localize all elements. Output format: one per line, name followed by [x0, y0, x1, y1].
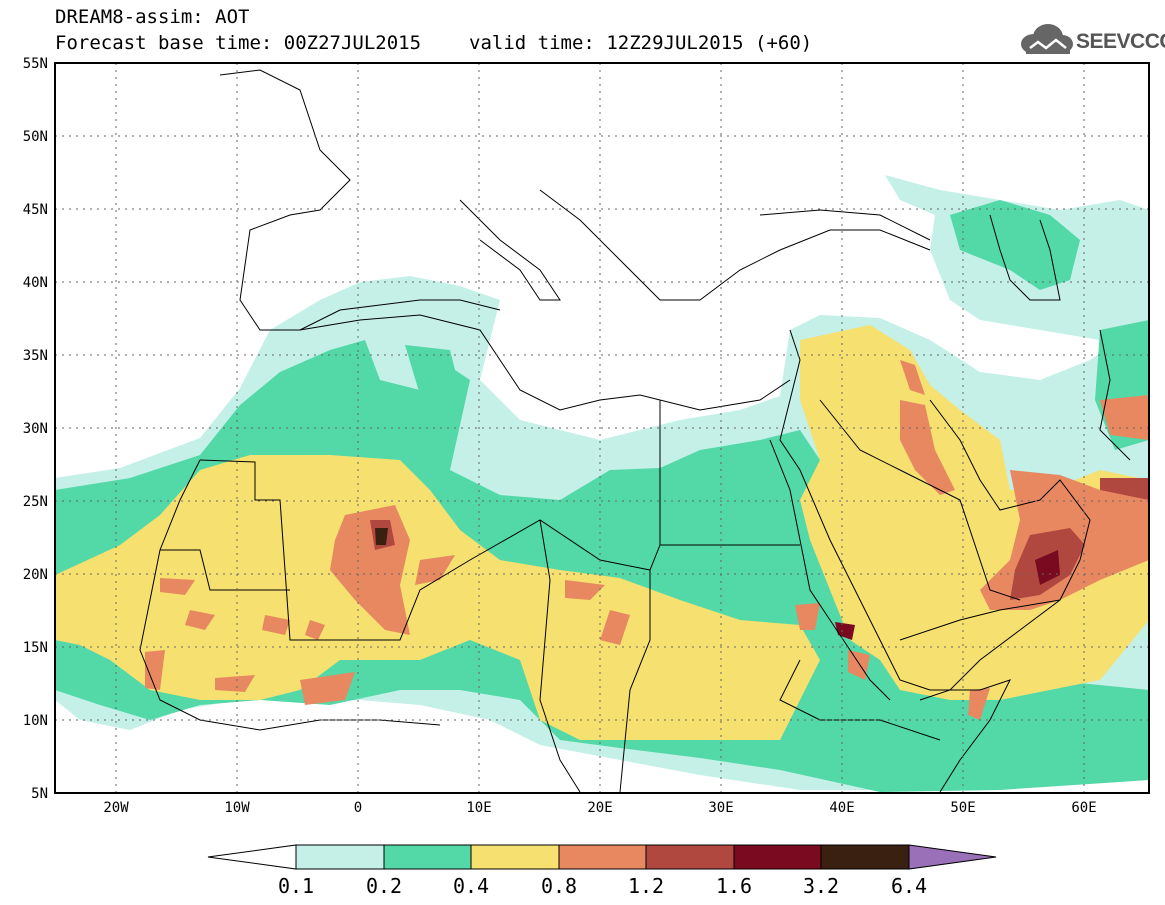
logo-text: SEEVCCC: [1076, 30, 1165, 53]
colorbar-box: [733, 844, 822, 870]
aot-band-1.6: [1035, 550, 1060, 585]
colorbar-box: [820, 844, 910, 870]
lat-label: 55N: [23, 56, 48, 72]
lon-label: 10W: [224, 800, 250, 816]
latitude-labels: 55N 50N 45N 40N 35N 30N 25N 20N 15N 10N …: [23, 56, 48, 802]
border-yemen: [899, 599, 1061, 641]
aot-band-0.8: [160, 578, 195, 595]
lon-label: 10E: [466, 800, 491, 816]
colorbar-arrow-low: [207, 844, 297, 870]
colorbar-box: [645, 844, 735, 870]
aot-field: [55, 175, 1149, 792]
aot-band-3.2: [375, 528, 388, 545]
lat-label: 45N: [23, 202, 48, 218]
border-west-africa: [160, 549, 290, 591]
colorbar-label: 0.4: [453, 874, 489, 898]
coastline-europe: [219, 69, 501, 331]
aot-band-0.8: [968, 688, 990, 720]
lat-label: 15N: [23, 640, 48, 656]
coastline-red-sea: [769, 439, 891, 701]
lon-label: 0: [354, 800, 362, 816]
colorbar-label: 1.2: [628, 874, 664, 898]
aot-band-0.4: [55, 455, 820, 740]
map-frame: [54, 62, 1150, 794]
aot-band-0.8: [262, 615, 290, 635]
colorbar-box: [558, 844, 647, 870]
colorbar-label: 1.6: [716, 874, 752, 898]
colorbar-label: 0.8: [541, 874, 577, 898]
colorbar-label: 0.1: [278, 874, 314, 898]
border-chad-sudan: [539, 519, 581, 793]
valid-time: valid time: 12Z29JUL2015 (+60): [469, 32, 813, 54]
lat-label: 35N: [23, 348, 48, 364]
coastline-west-africa: [139, 459, 441, 731]
graticule: [55, 63, 1149, 793]
coastline-levant: [779, 329, 931, 691]
aot-band-0.8: [900, 360, 925, 395]
aot-band-0.8: [900, 400, 955, 495]
lat-label: 5N: [31, 786, 48, 802]
lon-label: 40E: [829, 800, 854, 816]
aot-band-0.8: [600, 610, 630, 645]
coastline-arabia-gulf: [919, 399, 1091, 701]
lat-label: 50N: [23, 129, 48, 145]
coastline-horn-of-africa: [930, 679, 1011, 793]
aot-band-0.4: [800, 325, 1149, 700]
colorbar-box: [470, 844, 560, 870]
coastline-mediterranean-south: [299, 314, 791, 411]
lat-label: 25N: [23, 494, 48, 510]
aot-band-0.2: [950, 200, 1080, 290]
border-sudan: [619, 570, 651, 793]
aot-band-0.8: [215, 675, 255, 692]
aot-band-0.8: [305, 620, 325, 640]
coastline-italy: [459, 199, 561, 301]
lon-label: 20E: [587, 800, 612, 816]
aot-band-0.8: [415, 555, 455, 585]
aot-band-1.2: [1100, 478, 1149, 500]
lat-label: 10N: [23, 713, 48, 729]
coastlines-and-borders: [139, 69, 1131, 793]
lon-label: 20W: [103, 800, 129, 816]
aot-band-0.8: [300, 672, 355, 705]
lon-label: 60E: [1071, 800, 1096, 816]
aot-band-0.8: [1100, 395, 1149, 440]
lon-label: 30E: [708, 800, 733, 816]
colorbar-label: 0.2: [366, 874, 402, 898]
aot-band-0.8: [145, 650, 165, 690]
lat-label: 30N: [23, 421, 48, 437]
colorbar-box: [295, 844, 385, 870]
colorbar-arrow-high: [908, 844, 997, 870]
lat-label: 20N: [23, 567, 48, 583]
aot-band-0.8: [565, 580, 605, 600]
aot-band-0.2: [405, 345, 460, 395]
border-saudi-arabia: [819, 399, 1021, 601]
colorbar-label: 3.2: [803, 874, 839, 898]
colorbar-box: [383, 844, 472, 870]
lon-label: 50E: [950, 800, 975, 816]
coastline-balkans: [539, 189, 931, 301]
map-title: DREAM8-assim: AOT: [55, 6, 250, 28]
time-info: Forecast base time: 00Z27JUL2015 valid ti…: [55, 32, 812, 54]
colorbar-label: 6.4: [891, 874, 927, 898]
aot-band-0.8: [185, 610, 215, 630]
lat-label: 40N: [23, 275, 48, 291]
base-time: Forecast base time: 00Z27JUL2015: [55, 32, 422, 54]
coastline-caspian: [989, 214, 1061, 301]
seevccc-logo: SEEVCCC: [1018, 20, 1165, 60]
aot-band-0.8: [795, 603, 820, 630]
cloud-icon: [1021, 24, 1073, 54]
coastline-black-sea: [759, 209, 931, 241]
longitude-labels: 20W 10W 0 10E 20E 30E 40E 50E 60E: [103, 800, 1096, 816]
colorbar: 0.1 0.2 0.4 0.8 1.2 1.6 3.2 6.4: [207, 844, 997, 898]
